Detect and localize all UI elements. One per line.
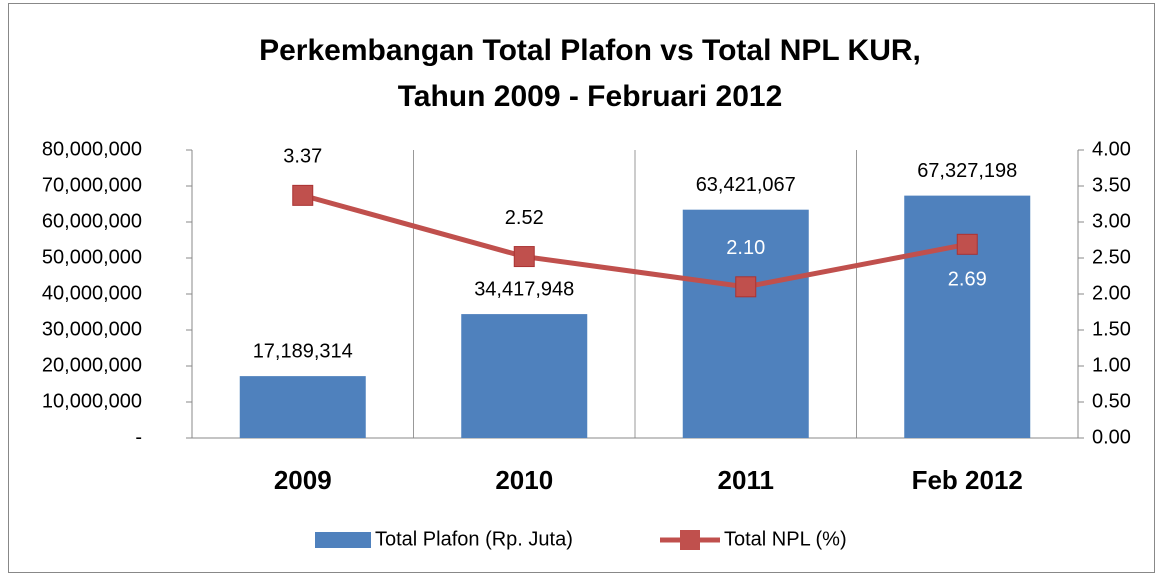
chart-title: Perkembangan Total Plafon vs Total NPL K… (259, 34, 921, 67)
y2-tick-label: 4.00 (1092, 138, 1131, 160)
bar-value-label: 17,189,314 (253, 340, 353, 362)
bar-value-label: 34,417,948 (474, 278, 574, 300)
y2-tick-label: 2.50 (1092, 246, 1131, 268)
y2-tick-label: 3.50 (1092, 174, 1131, 196)
y-tick-label: 30,000,000 (42, 318, 142, 340)
y-tick-label: 40,000,000 (42, 282, 142, 304)
line-value-label: 2.52 (505, 207, 544, 229)
legend-swatch (315, 532, 371, 548)
y-tick-label: 70,000,000 (42, 174, 142, 196)
line-marker (956, 233, 978, 255)
legend-label: Total Plafon (Rp. Juta) (375, 528, 573, 550)
y2-tick-label: 0.50 (1092, 390, 1131, 412)
legend-label: Total NPL (%) (724, 528, 847, 550)
x-tick-label: 2010 (495, 465, 553, 495)
x-tick-label: 2009 (274, 465, 332, 495)
y2-tick-label: 1.50 (1092, 318, 1131, 340)
line-value-label: 3.37 (283, 146, 322, 168)
line-marker (513, 246, 535, 268)
line (302, 192, 968, 290)
bar-value-label: 63,421,067 (696, 174, 796, 196)
y-tick-label: 20,000,000 (42, 354, 142, 376)
line-value-label: 2.10 (726, 237, 765, 259)
bar (461, 314, 588, 438)
bar-value-label: 67,327,198 (917, 160, 1017, 182)
y-tick-label: 80,000,000 (42, 138, 142, 160)
y2-tick-label: 1.00 (1092, 354, 1131, 376)
x-tick-label: 2011 (718, 465, 774, 495)
y-tick-label: 60,000,000 (42, 210, 142, 232)
legend-swatch (680, 530, 700, 550)
x-tick-label: Feb 2012 (912, 465, 1023, 495)
bar (682, 209, 809, 438)
line-marker (735, 276, 757, 298)
chart-title: Tahun 2009 - Februari 2012 (398, 80, 783, 113)
y2-tick-label: 2.00 (1092, 282, 1131, 304)
bar (904, 195, 1031, 438)
y-tick-label: - (135, 426, 142, 448)
bar (239, 376, 366, 438)
y2-tick-label: 0.00 (1092, 426, 1131, 448)
line-marker (292, 184, 314, 206)
y-tick-label: 50,000,000 (42, 246, 142, 268)
y-tick-label: 10,000,000 (42, 390, 142, 412)
y2-tick-label: 3.00 (1092, 210, 1131, 232)
line-value-label: 2.69 (948, 269, 987, 291)
